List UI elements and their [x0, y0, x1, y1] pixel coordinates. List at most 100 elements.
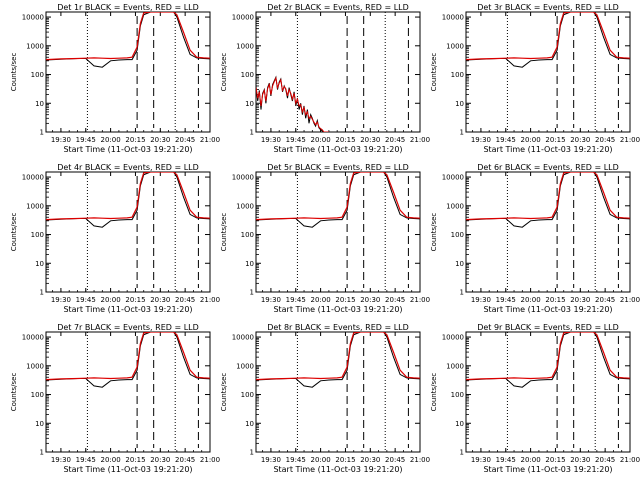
x-tick-label: 21:00: [410, 296, 430, 304]
lld-series-line: [46, 172, 210, 221]
x-tick-label: 21:00: [620, 296, 640, 304]
y-tick-label: 100: [31, 71, 44, 79]
lld-series-line: [466, 332, 630, 381]
events-series-line: [46, 332, 210, 388]
y-tick-label: 1: [460, 289, 464, 297]
events-series-line: [466, 172, 630, 228]
x-tick-label: 20:45: [595, 136, 615, 144]
panel-3r: Det 3r BLACK = Events, RED = LLD 1 10 100 10…: [430, 3, 640, 154]
y-tick-label: 1000: [26, 202, 44, 210]
x-tick-label: 19:30: [471, 296, 491, 304]
x-tick-label: 20:00: [311, 296, 331, 304]
lld-series-line: [256, 332, 420, 381]
panel-2r: Det 2r BLACK = Events, RED = LLD 1 10 100 10…: [220, 3, 430, 154]
x-tick-label: 20:00: [521, 136, 541, 144]
panel-5r: Det 5r BLACK = Events, RED = LLD 1 10 100 10…: [220, 163, 430, 314]
x-axis-label: Start Time (11-Oct-03 19:21:20): [483, 465, 612, 474]
y-axis-label: Counts/sec: [430, 373, 438, 412]
x-tick-label: 19:30: [51, 136, 71, 144]
y-tick-label: 1000: [26, 42, 44, 50]
x-tick-label: 19:45: [496, 296, 516, 304]
events-series-line: [46, 12, 210, 68]
x-tick-label: 20:45: [595, 456, 615, 464]
plot-area: [46, 172, 210, 292]
y-tick-label: 10: [455, 100, 464, 108]
panel-title: Det 2r BLACK = Events, RED = LLD: [267, 3, 409, 12]
plot-area: [466, 172, 630, 292]
y-tick-label: 100: [451, 71, 464, 79]
y-axis-label: Counts/sec: [430, 213, 438, 252]
x-axis-label: Start Time (11-Oct-03 19:21:20): [63, 145, 192, 154]
x-tick-label: 20:00: [101, 296, 121, 304]
plot-area: [46, 12, 210, 132]
x-tick-label: 19:45: [76, 296, 96, 304]
y-tick-label: 100: [31, 231, 44, 239]
x-tick-label: 19:45: [286, 136, 306, 144]
x-tick-label: 20:30: [570, 456, 590, 464]
panel-title: Det 1r BLACK = Events, RED = LLD: [57, 3, 199, 12]
y-tick-label: 1: [40, 289, 44, 297]
y-tick-label: 1000: [446, 42, 464, 50]
x-tick-label: 20:00: [521, 296, 541, 304]
y-axis-label: Counts/sec: [10, 213, 18, 252]
x-tick-label: 20:30: [360, 296, 380, 304]
x-tick-label: 20:45: [385, 456, 405, 464]
panel-title: Det 5r BLACK = Events, RED = LLD: [267, 163, 409, 172]
y-tick-label: 1: [460, 449, 464, 457]
y-tick-label: 1: [250, 129, 254, 137]
y-tick-label: 1000: [26, 362, 44, 370]
y-tick-label: 100: [241, 71, 254, 79]
x-tick-label: 20:45: [175, 136, 195, 144]
y-axis-label: Counts/sec: [220, 53, 228, 92]
panel-1r: Det 1r BLACK = Events, RED = LLD 1 10 100 10…: [10, 3, 220, 154]
x-tick-label: 20:15: [125, 136, 145, 144]
x-tick-label: 20:15: [125, 296, 145, 304]
x-tick-label: 20:15: [545, 296, 565, 304]
y-tick-label: 10000: [22, 174, 44, 182]
x-axis-label: Start Time (11-Oct-03 19:21:20): [273, 465, 402, 474]
events-series-line: [256, 332, 420, 388]
x-axis-label: Start Time (11-Oct-03 19:21:20): [483, 145, 612, 154]
x-tick-label: 19:30: [261, 296, 281, 304]
y-tick-label: 1: [40, 449, 44, 457]
y-tick-label: 1000: [236, 42, 254, 50]
y-tick-label: 10: [245, 420, 254, 428]
lld-series-line: [46, 332, 210, 381]
x-axis-label: Start Time (11-Oct-03 19:21:20): [273, 305, 402, 314]
plot-frame: [465, 331, 631, 453]
x-tick-label: 21:00: [620, 136, 640, 144]
y-tick-label: 1000: [236, 202, 254, 210]
x-tick-label: 19:30: [51, 456, 71, 464]
plot-frame: [45, 331, 211, 453]
panel-title: Det 8r BLACK = Events, RED = LLD: [267, 323, 409, 332]
x-tick-label: 19:45: [496, 136, 516, 144]
x-tick-label: 19:30: [261, 456, 281, 464]
plot-area: [256, 12, 409, 132]
x-tick-label: 20:00: [101, 456, 121, 464]
x-tick-label: 20:15: [335, 136, 355, 144]
x-axis-label: Start Time (11-Oct-03 19:21:20): [273, 145, 402, 154]
x-tick-label: 19:45: [286, 456, 306, 464]
y-axis-label: Counts/sec: [10, 53, 18, 92]
x-tick-label: 20:30: [150, 296, 170, 304]
x-tick-label: 19:30: [471, 136, 491, 144]
x-tick-label: 20:45: [385, 296, 405, 304]
x-tick-label: 20:30: [150, 456, 170, 464]
x-tick-label: 19:45: [496, 456, 516, 464]
y-tick-label: 10000: [232, 174, 254, 182]
y-tick-label: 100: [241, 231, 254, 239]
events-series-line: [256, 172, 420, 228]
x-tick-label: 20:15: [545, 136, 565, 144]
plot-frame: [255, 331, 421, 453]
x-tick-label: 21:00: [200, 136, 220, 144]
lld-series-line: [256, 76, 329, 132]
x-tick-label: 20:15: [335, 296, 355, 304]
events-series-line: [466, 12, 630, 68]
panel-title: Det 7r BLACK = Events, RED = LLD: [57, 323, 199, 332]
y-tick-label: 1: [460, 129, 464, 137]
events-series-line: [466, 332, 630, 388]
y-tick-label: 1000: [446, 362, 464, 370]
panel-8r: Det 8r BLACK = Events, RED = LLD 1 10 100 10…: [220, 323, 430, 474]
y-tick-label: 10: [245, 100, 254, 108]
y-tick-label: 10000: [442, 334, 464, 342]
